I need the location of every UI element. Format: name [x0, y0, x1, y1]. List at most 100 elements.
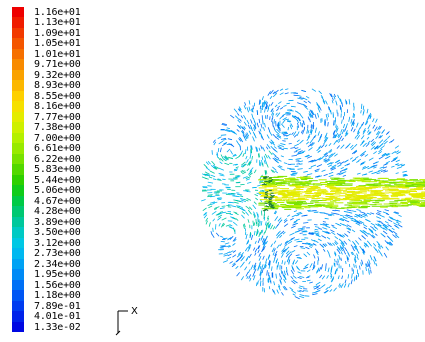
- velocity-vector: [273, 281, 275, 286]
- velocity-vector: [309, 245, 313, 249]
- velocity-vector: [211, 210, 217, 215]
- velocity-vector: [342, 174, 347, 177]
- velocity-vector: [356, 172, 361, 175]
- legend-label: 1.33e-02: [34, 321, 81, 333]
- velocity-vector: [353, 150, 358, 154]
- velocity-vector: [210, 174, 216, 178]
- velocity-vector: [341, 247, 345, 251]
- velocity-vector: [347, 216, 354, 220]
- velocity-vector: [372, 124, 376, 129]
- velocity-vector: [378, 156, 384, 160]
- inlet-vector: [261, 183, 266, 186]
- velocity-vector: [238, 108, 243, 113]
- velocity-vector: [307, 100, 312, 104]
- velocity-vector: [337, 258, 339, 263]
- velocity-vector: [207, 185, 212, 187]
- velocity-vector: [313, 265, 316, 270]
- velocity-vector: [354, 215, 359, 218]
- velocity-vector: [299, 295, 305, 299]
- velocity-vector: [267, 155, 271, 160]
- velocity-vector: [362, 129, 366, 135]
- velocity-vector: [269, 261, 271, 265]
- velocity-vector: [290, 237, 295, 240]
- velocity-vector: [340, 144, 345, 149]
- velocity-vector: [238, 205, 243, 209]
- velocity-vector: [346, 143, 351, 148]
- velocity-vector: [291, 249, 296, 253]
- velocity-vector: [356, 249, 360, 254]
- velocity-vector: [293, 221, 297, 224]
- velocity-vector: [265, 240, 268, 245]
- velocity-vector: [229, 213, 233, 216]
- velocity-vector: [339, 169, 345, 172]
- legend-label: 1.09e+01: [34, 27, 81, 39]
- velocity-vector: [335, 125, 338, 132]
- velocity-vector: [383, 153, 388, 157]
- velocity-vector: [281, 132, 288, 134]
- velocity-vector: [362, 251, 365, 255]
- velocity-vector: [282, 113, 287, 116]
- velocity-vector: [262, 120, 264, 125]
- velocity-vector: [260, 123, 263, 129]
- velocity-vector: [289, 232, 295, 236]
- velocity-vector: [287, 120, 291, 123]
- velocity-vector: [274, 250, 278, 257]
- velocity-vector: [280, 269, 283, 274]
- velocity-vector: [370, 164, 375, 168]
- velocity-vector: [324, 144, 328, 148]
- velocity-vector: [267, 254, 271, 260]
- velocity-vector: [336, 232, 342, 237]
- velocity-vector: [311, 232, 316, 234]
- velocity-vector: [339, 105, 342, 111]
- velocity-vector: [385, 152, 390, 156]
- velocity-vector: [241, 126, 246, 131]
- velocity-vector: [268, 130, 273, 136]
- velocity-vector: [351, 159, 356, 162]
- velocity-vector: [263, 127, 265, 131]
- velocity-vector: [314, 158, 319, 162]
- velocity-vector: [239, 197, 245, 201]
- legend-label: 4.01e-01: [34, 311, 81, 323]
- velocity-vector: [240, 163, 246, 168]
- velocity-vector: [241, 130, 245, 133]
- velocity-vector: [278, 284, 281, 288]
- velocity-vector: [230, 129, 236, 133]
- velocity-vector: [347, 227, 352, 230]
- velocity-vector: [322, 100, 326, 105]
- velocity-vector: [364, 154, 369, 157]
- velocity-vector: [316, 102, 320, 107]
- velocity-vector: [239, 136, 243, 142]
- velocity-vector: [343, 168, 348, 171]
- velocity-vector: [335, 100, 338, 106]
- velocity-vector: [318, 145, 322, 149]
- velocity-vector: [220, 134, 227, 136]
- velocity-vector: [301, 228, 305, 230]
- velocity-vector: [392, 230, 398, 235]
- velocity-vector: [263, 155, 266, 160]
- velocity-vector: [331, 224, 335, 227]
- velocity-vector: [318, 90, 322, 95]
- velocity-vector: [267, 254, 271, 259]
- velocity-vector: [277, 165, 282, 169]
- velocity-vector: [262, 102, 265, 108]
- velocity-vector: [237, 125, 241, 128]
- velocity-vector: [222, 223, 226, 227]
- velocity-vector: [255, 218, 257, 225]
- velocity-vector: [291, 155, 297, 157]
- velocity-vector: [254, 248, 258, 253]
- velocity-vector: [351, 251, 355, 255]
- velocity-vector: [380, 169, 387, 172]
- velocity-vector: [341, 241, 346, 247]
- velocity-vector: [247, 243, 251, 248]
- velocity-vector: [380, 145, 385, 150]
- velocity-vector: [388, 229, 394, 234]
- legend-label: 5.83e+00: [34, 164, 81, 176]
- velocity-vector: [308, 111, 313, 117]
- velocity-vector: [261, 235, 264, 240]
- legend-label: 7.77e+00: [34, 111, 81, 123]
- velocity-vector: [324, 132, 328, 138]
- velocity-vector: [302, 120, 305, 126]
- velocity-vector: [320, 144, 325, 149]
- velocity-vector: [291, 289, 297, 294]
- velocity-vector: [376, 220, 381, 223]
